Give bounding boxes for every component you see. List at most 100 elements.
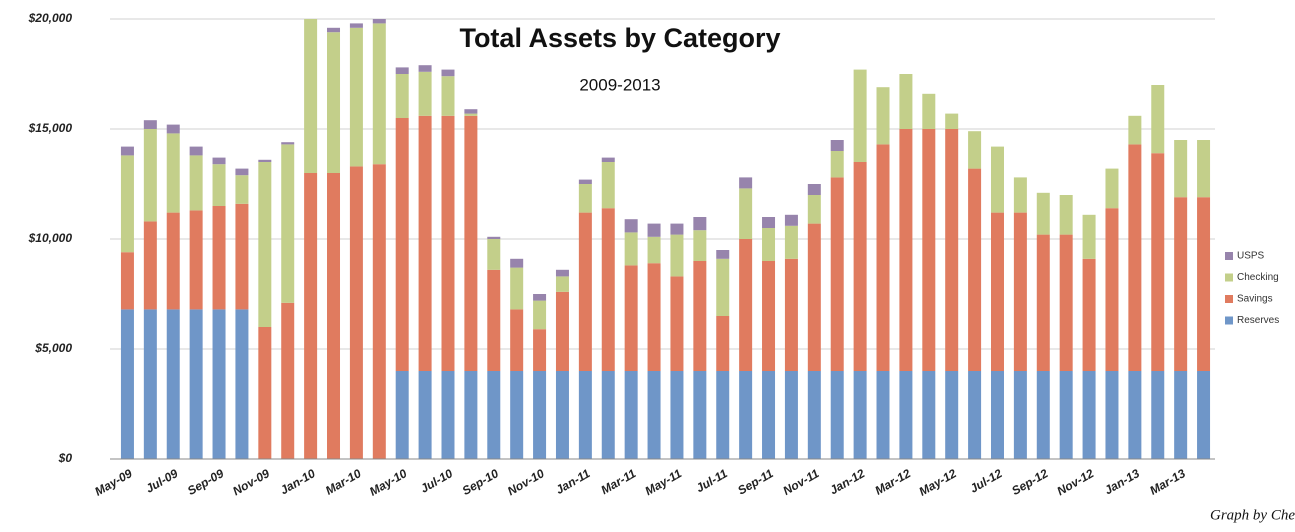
bar-segment — [968, 371, 982, 459]
bar-segment — [830, 140, 844, 151]
bar-segment — [235, 175, 249, 204]
bar-segment — [647, 371, 661, 459]
bar-segment — [395, 67, 409, 74]
y-tick-label: $20,000 — [28, 11, 73, 25]
bar-segment — [166, 133, 180, 213]
bar-segment — [830, 151, 844, 178]
legend-label: Checking — [1237, 272, 1279, 283]
bar-segment — [418, 371, 432, 459]
bar-segment — [578, 179, 592, 184]
bar-segment — [395, 371, 409, 459]
bar-segment — [853, 69, 867, 162]
bar-segment — [670, 371, 684, 459]
bar-segment — [601, 157, 615, 162]
bar-segment — [143, 221, 157, 310]
credit: Graph by Che — [1210, 507, 1295, 523]
bar-segment — [1128, 115, 1142, 145]
bar-segment — [487, 236, 501, 239]
bar-segment — [120, 146, 134, 156]
bar-segment — [716, 258, 730, 316]
bar-segment — [578, 184, 592, 213]
y-tick-label: $5,000 — [34, 341, 72, 355]
bar-segment — [807, 184, 821, 195]
legend-label: Reserves — [1237, 315, 1279, 326]
bar-segment — [258, 159, 272, 162]
y-tick-label: $0 — [58, 451, 73, 465]
bar-segment — [670, 234, 684, 277]
bar-segment — [304, 173, 318, 459]
bar-segment — [441, 76, 455, 116]
legend: USPS Checking Savings Reserves — [1225, 251, 1279, 326]
bar-segment — [647, 223, 661, 237]
bar-segment — [922, 93, 936, 129]
bar-segment — [922, 129, 936, 371]
bar-segment — [1082, 214, 1096, 259]
bar-segment — [693, 217, 707, 231]
bar-segment — [990, 212, 1004, 371]
bar-segment — [876, 144, 890, 371]
bar-segment — [830, 177, 844, 371]
bar-segment — [258, 327, 272, 459]
bar-segment — [739, 188, 753, 239]
bar-segment — [327, 173, 341, 459]
bar-segment — [510, 371, 524, 459]
bar-segment — [418, 65, 432, 72]
bar-segment — [441, 69, 455, 77]
bar-segment — [487, 239, 501, 270]
bar-segment — [533, 300, 547, 330]
bar-segment — [1082, 371, 1096, 459]
bar-segment — [716, 250, 730, 259]
bar-segment — [143, 120, 157, 129]
bar-segment — [395, 74, 409, 118]
bar-segment — [349, 27, 363, 167]
bar-segment — [784, 258, 798, 371]
bar-segment — [281, 302, 295, 459]
legend-swatch — [1225, 295, 1233, 303]
bar-segment — [418, 115, 432, 371]
bar-segment — [189, 155, 203, 211]
bar-segment — [807, 371, 821, 459]
bar-segment — [1151, 153, 1165, 371]
bar-segment — [1059, 195, 1073, 235]
bar-segment — [922, 371, 936, 459]
bar-segment — [716, 371, 730, 459]
bar-segment — [1174, 140, 1188, 198]
bar-segment — [647, 263, 661, 371]
bar-segment — [418, 71, 432, 116]
bar-segment — [899, 74, 913, 129]
bar-segment — [533, 329, 547, 371]
bar-segment — [853, 162, 867, 371]
bar-segment — [487, 371, 501, 459]
bars — [120, 19, 1211, 459]
bar-segment — [807, 195, 821, 224]
bar-segment — [533, 371, 547, 459]
bar-segment — [212, 206, 226, 310]
bar-segment — [212, 157, 226, 165]
chart-subtitle: 2009-2013 — [579, 75, 660, 94]
bar-segment — [120, 155, 134, 253]
bar-segment — [693, 371, 707, 459]
bar-segment — [1013, 177, 1027, 213]
legend-swatch — [1225, 316, 1233, 325]
bar-segment — [990, 371, 1004, 459]
bar-segment — [281, 144, 295, 303]
bar-segment — [968, 168, 982, 371]
bar-segment — [143, 309, 157, 459]
bar-segment — [945, 113, 959, 129]
bar-segment — [601, 208, 615, 371]
bar-segment — [349, 23, 363, 28]
bar-segment — [762, 217, 776, 228]
bar-segment — [716, 316, 730, 371]
bar-segment — [464, 371, 478, 459]
bar-segment — [1174, 197, 1188, 371]
bar-segment — [327, 32, 341, 174]
legend-label: Savings — [1237, 294, 1273, 305]
bar-segment — [372, 164, 386, 459]
bar-segment — [990, 146, 1004, 213]
bar-segment — [1059, 234, 1073, 371]
bar-segment — [120, 309, 134, 459]
bar-segment — [784, 225, 798, 259]
bar-segment — [876, 87, 890, 145]
